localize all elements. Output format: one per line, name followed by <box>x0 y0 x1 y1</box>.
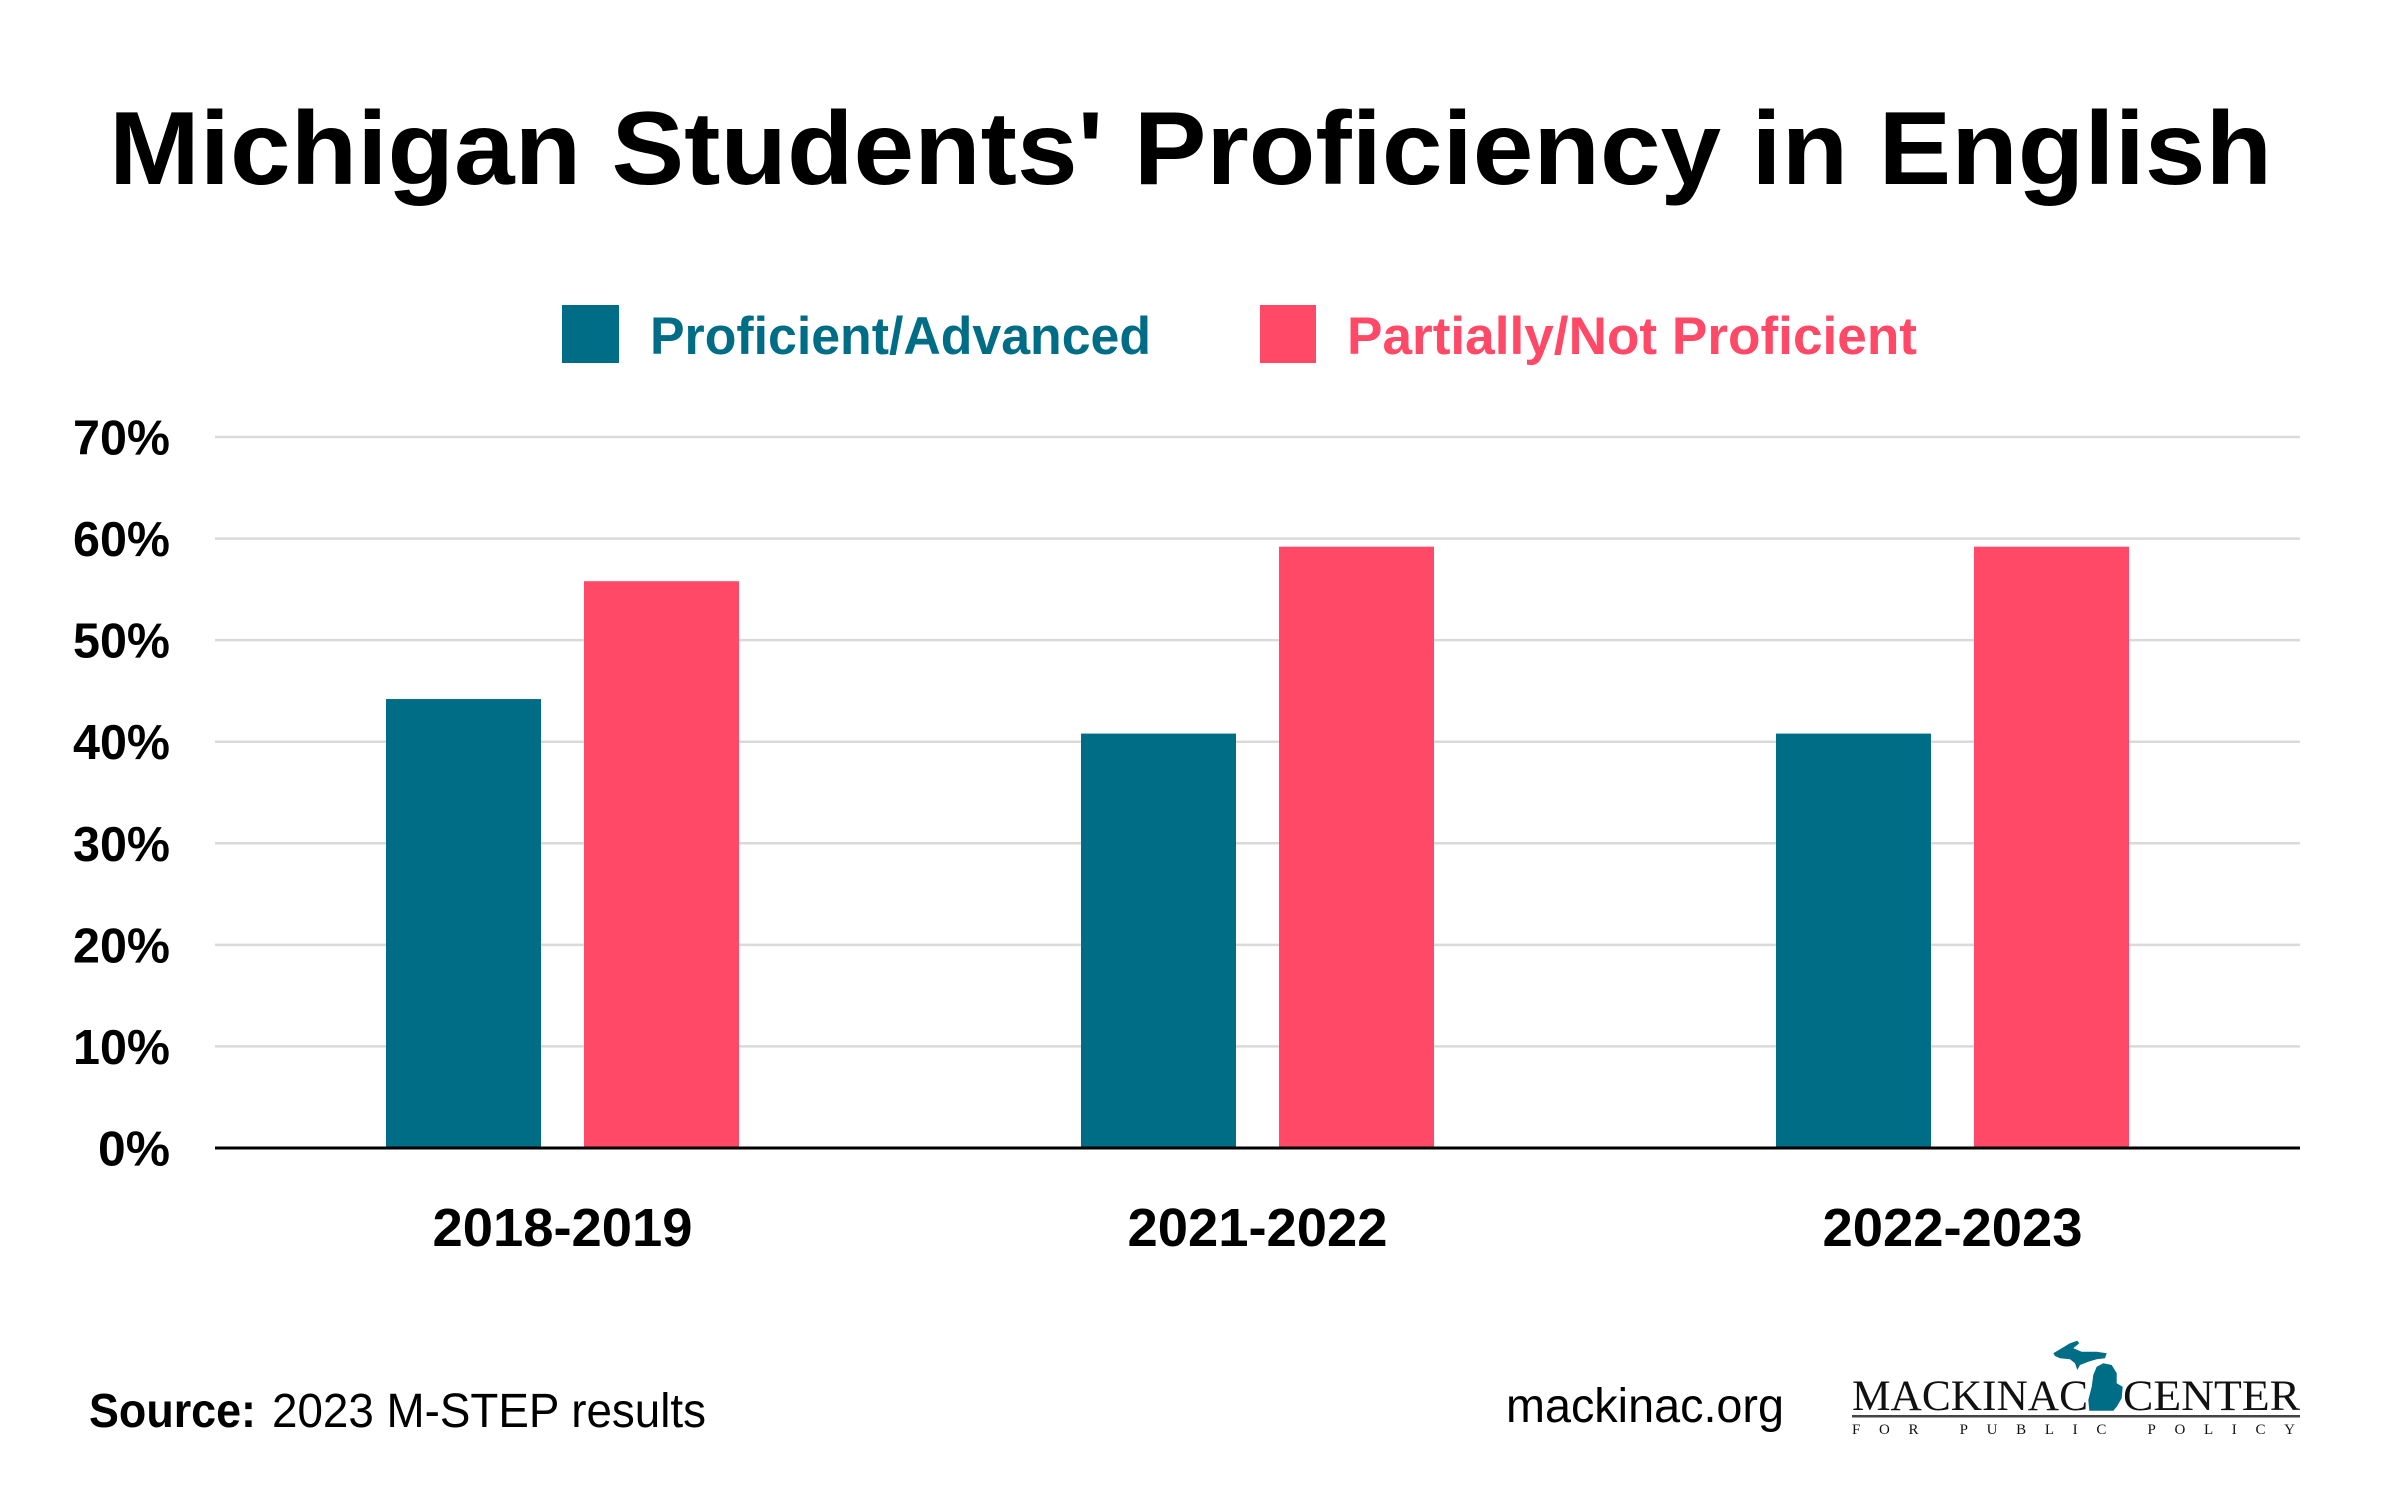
bars <box>386 546 2129 1148</box>
y-tick-label-0: 0% <box>98 1123 170 1177</box>
footer: Source: 2023 M-STEP results mackinac.org <box>89 1380 1784 1438</box>
bar-group-2018-2019 <box>386 581 739 1148</box>
legend-swatch-not-proficient <box>1260 305 1316 363</box>
y-tick-label-30: 30% <box>73 818 170 872</box>
y-tick-label-50: 50% <box>73 615 170 669</box>
bar-partially-not-proficient-2018-2019 <box>584 581 739 1148</box>
legend-swatch-proficient <box>562 305 619 363</box>
x-tick-label-2021-2022: 2021-2022 <box>1128 1198 1388 1258</box>
bar-partially-not-proficient-2021-2022 <box>1279 546 1434 1148</box>
gridlines <box>215 435 2300 1048</box>
y-tick-label-40: 40% <box>73 716 170 770</box>
x-tick-label-2018-2019: 2018-2019 <box>433 1198 693 1258</box>
x-axis-tick-labels: 2018-2019 2021-2022 2022-2023 <box>433 1198 2083 1258</box>
logo-tagline: FOR PUBLIC POLICY <box>1852 1422 2295 1438</box>
legend-label-not-proficient: Partially/Not Proficient <box>1347 307 1917 366</box>
legend: Proficient/Advanced Partially/Not Profic… <box>562 305 1917 366</box>
logo-word-mackinac: MACKINAC <box>1852 1373 2088 1420</box>
bar-proficient-advanced-2021-2022 <box>1081 733 1236 1148</box>
y-axis-tick-labels: 0% 10% 20% 30% 40% 50% 60% 70% <box>73 412 170 1177</box>
chart-title: Michigan Students' Proficiency in Englis… <box>109 91 2272 207</box>
source-label: Source: <box>89 1385 256 1438</box>
x-tick-label-2022-2023: 2022-2023 <box>1823 1198 2083 1258</box>
bar-proficient-advanced-2018-2019 <box>386 699 541 1148</box>
legend-item-proficient: Proficient/Advanced <box>562 305 1151 366</box>
bar-group-2021-2022 <box>1081 546 1434 1148</box>
legend-label-proficient: Proficient/Advanced <box>650 307 1151 366</box>
logo-divider-line <box>1852 1415 2300 1418</box>
mackinac-center-logo: MACKINAC CENTER FOR PUBLIC POLICY <box>1852 1340 2300 1438</box>
website-link[interactable]: mackinac.org <box>1506 1380 1784 1433</box>
michigan-map-icon <box>2053 1340 2123 1411</box>
y-tick-label-20: 20% <box>73 919 170 973</box>
y-tick-label-10: 10% <box>73 1021 170 1075</box>
legend-item-not-proficient: Partially/Not Proficient <box>1260 305 1917 366</box>
bar-proficient-advanced-2022-2023 <box>1776 733 1931 1148</box>
bar-group-2022-2023 <box>1776 546 2129 1148</box>
source-text: 2023 M-STEP results <box>272 1385 706 1438</box>
logo-word-center: CENTER <box>2123 1373 2300 1420</box>
y-tick-label-70: 70% <box>73 412 170 466</box>
bar-partially-not-proficient-2022-2023 <box>1974 546 2129 1148</box>
y-tick-label-60: 60% <box>73 513 170 567</box>
